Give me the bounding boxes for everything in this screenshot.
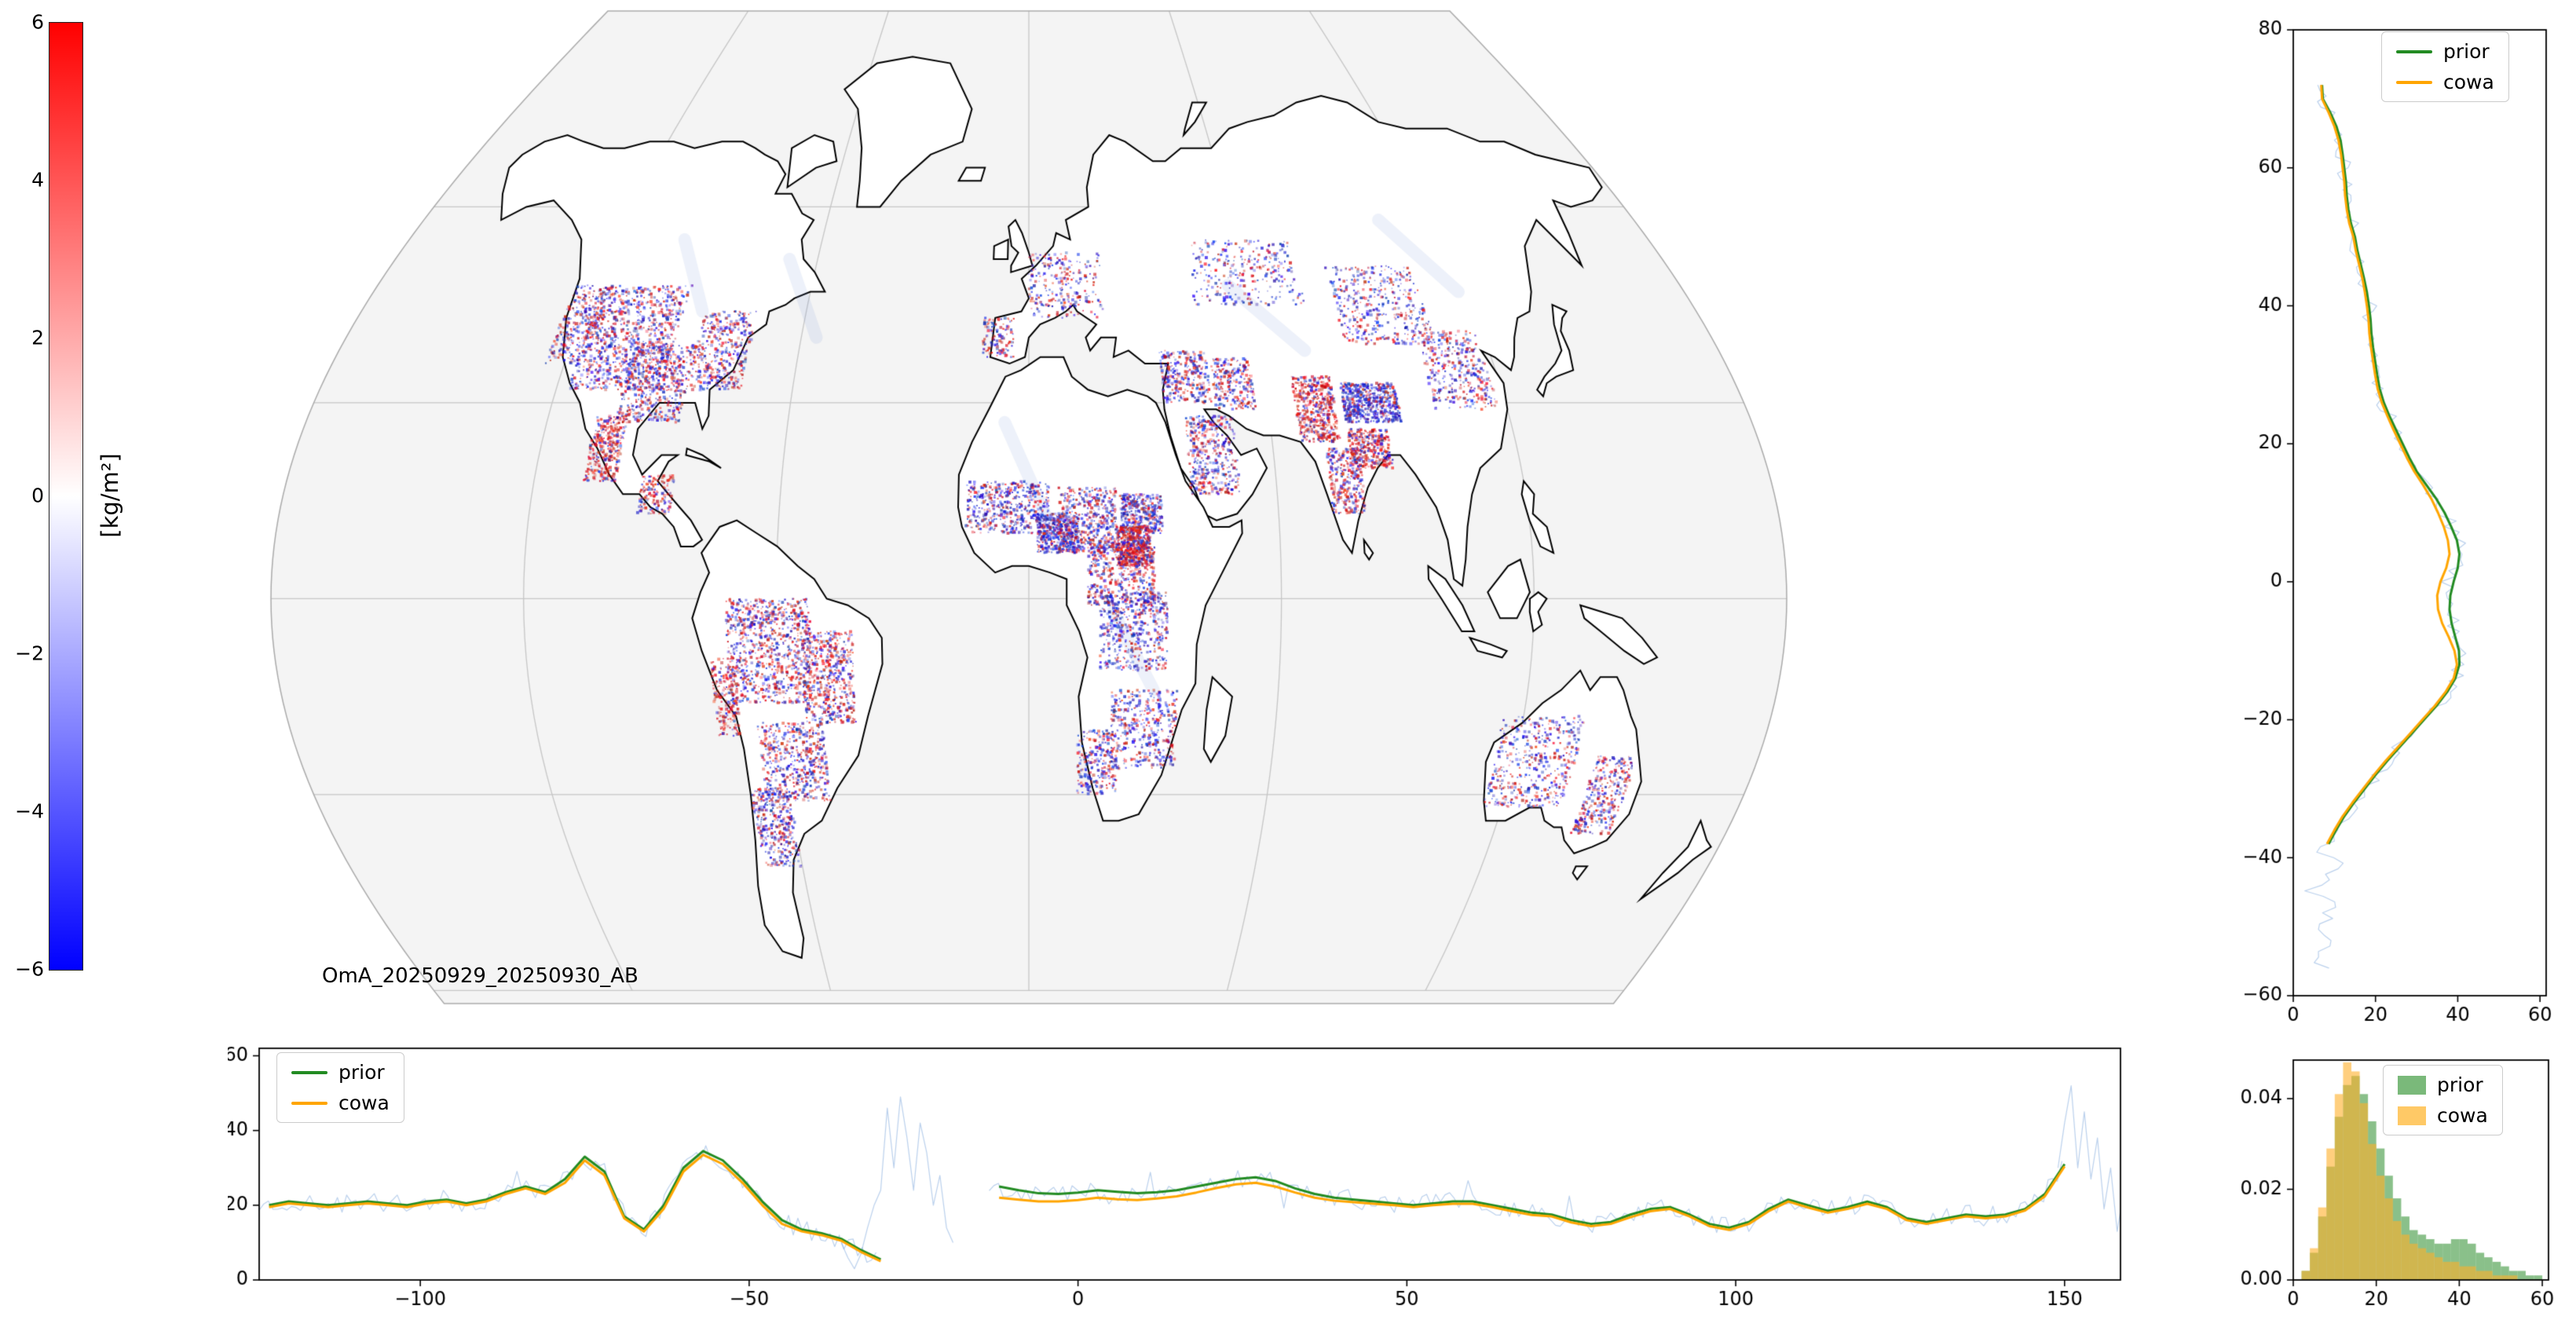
histogram-legend: prior cowa (2383, 1065, 2503, 1135)
colorbar-gradient (49, 22, 83, 971)
map-annotation: OmA_20250929_20250930_AB (322, 964, 639, 988)
colorbar-unit-label: [kg/m²] (97, 453, 123, 538)
legend-label-cowa: cowa (338, 1091, 390, 1114)
prior-line-swatch (2396, 49, 2432, 53)
cowa-patch-swatch (2398, 1106, 2426, 1125)
legend-label-prior: prior (338, 1061, 385, 1084)
latitude-profile-canvas (2238, 8, 2568, 1056)
legend-label-cowa: cowa (2437, 1104, 2488, 1127)
prior-patch-swatch (2398, 1075, 2426, 1095)
colorbar-tick-label: −6 (15, 957, 44, 981)
world-map-canvas (251, 6, 1806, 1008)
longitude-profile-canvas (228, 1038, 2144, 1331)
colorbar-tick-label: −4 (15, 799, 44, 823)
legend-item-prior: prior (291, 1061, 390, 1084)
colorbar: 6 4 2 0 −2 −4 −6 [kg/m²] (13, 11, 146, 981)
colorbar-tick-label: 2 (31, 326, 44, 349)
colorbar-tick-label: 4 (31, 168, 44, 192)
colorbar-tick-label: 0 (31, 484, 44, 507)
legend-label-cowa: cowa (2443, 71, 2494, 93)
legend-label-prior: prior (2443, 40, 2490, 63)
colorbar-tick-label: 6 (31, 10, 44, 34)
legend-item-cowa: cowa (291, 1091, 390, 1114)
legend-item-cowa: cowa (2398, 1104, 2488, 1127)
lat-profile-legend: prior cowa (2381, 31, 2509, 102)
lon-profile-legend: prior cowa (276, 1052, 404, 1123)
cowa-line-swatch (2396, 80, 2432, 84)
legend-label-prior: prior (2437, 1073, 2483, 1096)
legend-item-cowa: cowa (2396, 71, 2494, 93)
cowa-line-swatch (291, 1101, 327, 1105)
legend-item-prior: prior (2396, 40, 2494, 63)
prior-line-swatch (291, 1070, 327, 1074)
legend-item-prior: prior (2398, 1073, 2488, 1096)
colorbar-tick-label: −2 (15, 642, 44, 665)
